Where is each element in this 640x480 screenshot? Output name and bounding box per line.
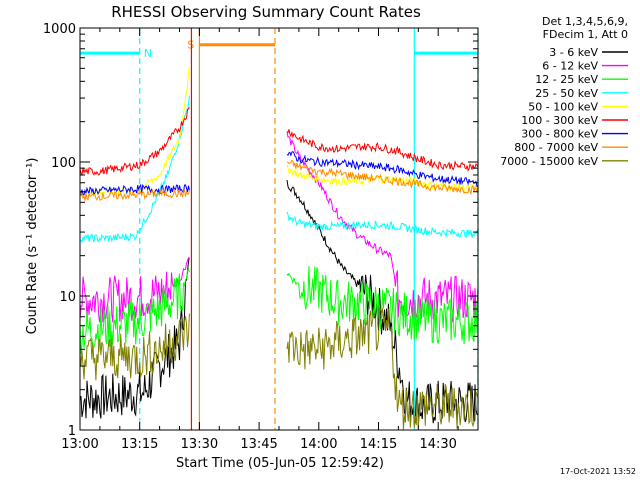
legend-entry-label-7: 800 - 7000 keV bbox=[514, 141, 598, 154]
series-line-6-12-kev-seg0 bbox=[79, 256, 190, 323]
series-line-100-300-kev-seg0 bbox=[79, 107, 190, 176]
legend-entry-label-2: 12 - 25 keV bbox=[535, 73, 598, 86]
series-line-100-300-kev-seg1 bbox=[286, 129, 479, 172]
y-tick-label-0: 1 bbox=[68, 424, 76, 439]
series-line-25-50-kev-seg1 bbox=[286, 211, 479, 239]
x-tick-label-5: 14:15 bbox=[360, 437, 397, 452]
legend-entry-label-3: 25 - 50 keV bbox=[535, 87, 598, 100]
legend-entry-label-5: 100 - 300 keV bbox=[521, 114, 598, 127]
series-line-300-800-kev-seg1 bbox=[286, 150, 479, 188]
x-tick-label-0: 13:00 bbox=[61, 437, 98, 452]
y-tick-label-3: 1000 bbox=[43, 22, 76, 37]
legend-entry-label-1: 6 - 12 keV bbox=[542, 60, 598, 73]
chart-title: RHESSI Observing Summary Count Rates bbox=[111, 3, 421, 21]
x-tick-label-6: 14:30 bbox=[419, 437, 456, 452]
annotation-label-n-0: N bbox=[144, 47, 152, 60]
series-line-800-7000-kev-seg0 bbox=[79, 188, 190, 201]
series-layer bbox=[79, 66, 479, 430]
x-tick-label-2: 13:30 bbox=[181, 437, 218, 452]
series-line-3-6-kev-seg0 bbox=[79, 257, 190, 419]
y-tick-label-1: 10 bbox=[59, 290, 76, 305]
y-axis-label: Count Rate (s⁻¹ detector⁻¹) bbox=[25, 158, 40, 335]
legend-entry-label-0: 3 - 6 keV bbox=[549, 46, 598, 59]
x-tick-label-4: 14:00 bbox=[300, 437, 337, 452]
legend-header-1: FDecim 1, Att 0 bbox=[543, 28, 628, 41]
footer-timestamp: 17-Oct-2021 13:52 bbox=[560, 467, 636, 476]
legend-entry-label-4: 50 - 100 keV bbox=[528, 100, 598, 113]
legend: Det 1,3,4,5,6,9,FDecim 1, Att 0 3 - 6 keV… bbox=[500, 15, 628, 168]
annotation-layer: NS bbox=[80, 28, 479, 430]
series-line-800-7000-kev-seg1 bbox=[286, 159, 479, 196]
series-line-50-100-kev-seg0 bbox=[79, 66, 190, 197]
series-line-12-25-kev-seg0 bbox=[79, 268, 190, 355]
series-line-7000-15000-kev-seg1 bbox=[286, 306, 479, 430]
series-line-6-12-kev-seg1 bbox=[286, 132, 479, 323]
series-line-25-50-kev-seg0 bbox=[79, 95, 190, 244]
axis-layer: 13:00 13:15 13:30 13:45 14:00 14:15 14:30 1 10 10… bbox=[43, 22, 478, 452]
x-tick-label-1: 13:15 bbox=[121, 437, 158, 452]
legend-header-0: Det 1,3,4,5,6,9, bbox=[542, 15, 628, 28]
series-line-12-25-kev-seg1 bbox=[286, 266, 479, 345]
y-tick-label-2: 100 bbox=[51, 156, 76, 171]
legend-entry-label-8: 7000 - 15000 keV bbox=[500, 155, 598, 168]
series-line-300-800-kev-seg0 bbox=[79, 183, 190, 197]
legend-entry-label-6: 300 - 800 keV bbox=[521, 128, 598, 141]
x-axis-label: Start Time (05-Jun-05 12:59:42) bbox=[176, 456, 384, 471]
x-tick-label-3: 13:45 bbox=[240, 437, 277, 452]
series-line-50-100-kev-seg1 bbox=[286, 164, 479, 193]
series-line-7000-15000-kev-seg0 bbox=[79, 313, 190, 381]
